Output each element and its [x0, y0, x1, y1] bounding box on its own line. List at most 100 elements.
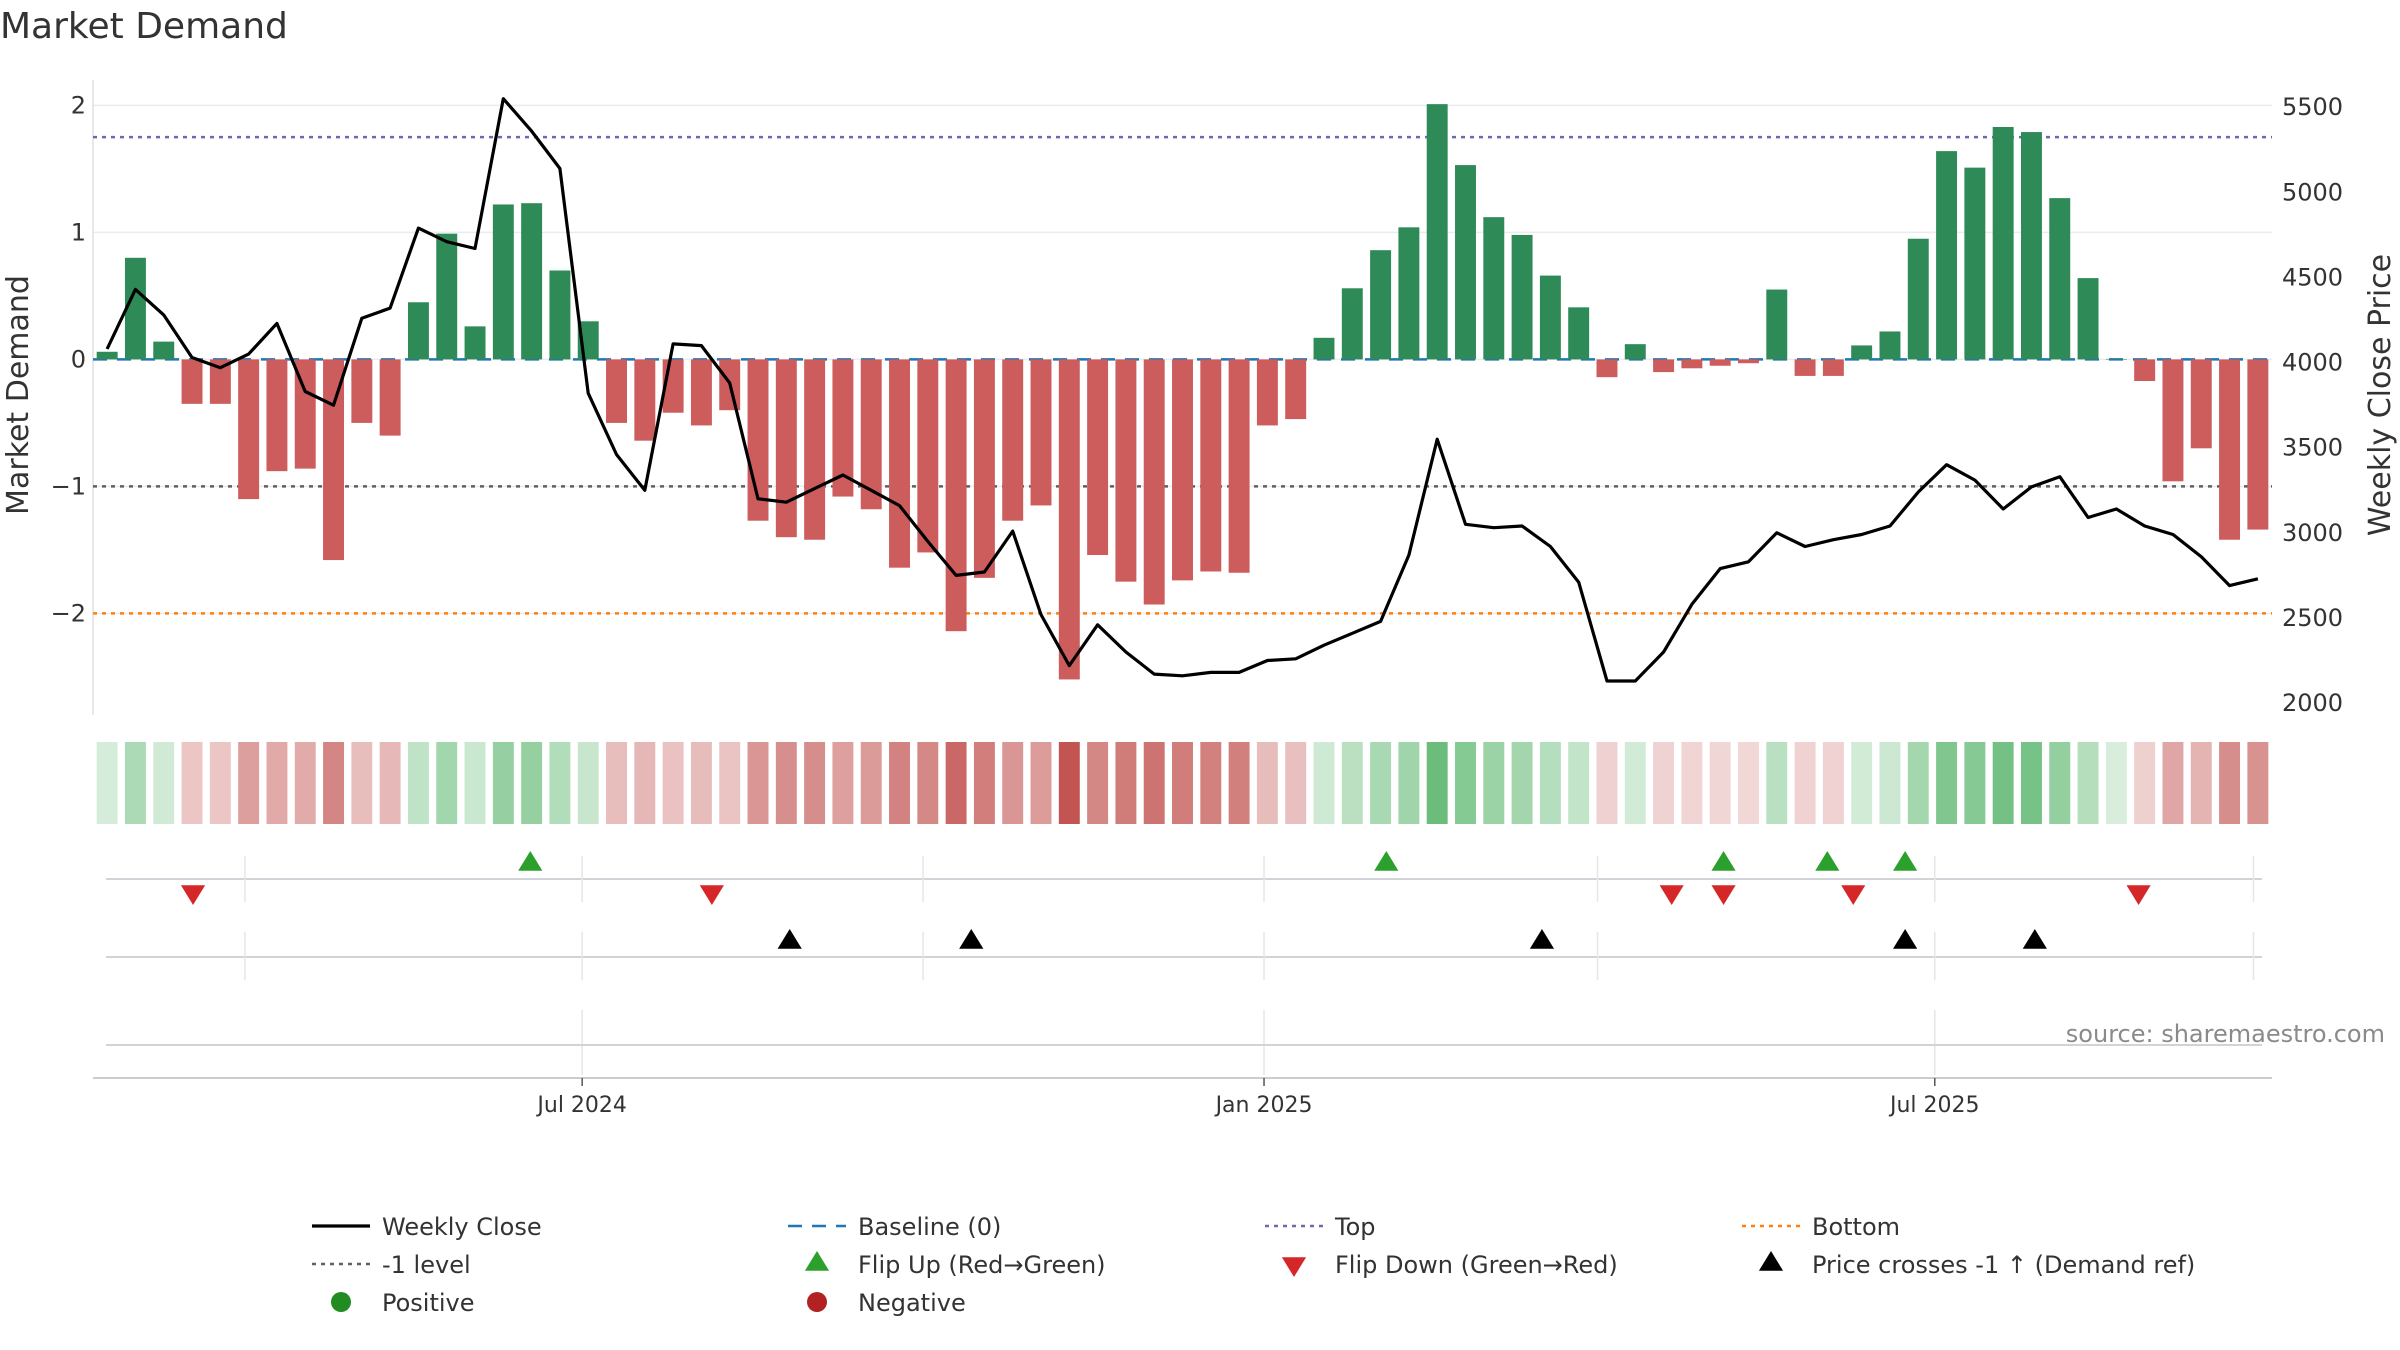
- heat-cell-57: [1709, 742, 1731, 824]
- demand-bar-18: [606, 359, 627, 423]
- demand-heat-strip: [96, 742, 2269, 824]
- legend-label: Flip Up (Red→Green): [858, 1251, 1106, 1279]
- flip-down-marker-0: [180, 885, 206, 905]
- demand-bar-27: [860, 359, 882, 510]
- heat-cell-26: [832, 742, 854, 824]
- demand-bar-74: [2190, 359, 2212, 449]
- heat-cell-43: [1313, 742, 1335, 824]
- flip-down-marker-2: [1659, 885, 1684, 905]
- heat-cell-54: [1624, 742, 1646, 824]
- demand-bar-39: [1200, 359, 1222, 572]
- heat-cell-64: [1907, 742, 1929, 824]
- demand-bar-43: [1313, 337, 1335, 360]
- heat-cell-8: [323, 742, 345, 824]
- demand-bar-76: [2247, 359, 2269, 530]
- demand-bar-30: [945, 359, 967, 632]
- heat-cell-36: [1115, 742, 1137, 824]
- flip-up-marker-0: [518, 851, 543, 871]
- heat-cell-55: [1653, 742, 1675, 824]
- x-axis: Jul 2024 Jan 2025 Jul 2025: [93, 1044, 2272, 1118]
- flip-down-marker-3: [1711, 885, 1736, 905]
- y2-tick-4: 3500: [2282, 434, 2343, 462]
- legend-label: Positive: [382, 1289, 475, 1317]
- demand-bar-24: [775, 359, 797, 538]
- x-tick-2: Jul 2025: [1888, 1093, 1980, 1118]
- demand-bar-67: [1992, 126, 2014, 360]
- heat-cell-28: [889, 742, 910, 824]
- legend-item-5: Flip Up (Red→Green): [804, 1251, 1106, 1279]
- demand-bar-40: [1228, 359, 1250, 573]
- demand-bar-72: [2134, 359, 2156, 381]
- demand-bar-47: [1426, 104, 1448, 360]
- y2-tick-0: 5500: [2282, 93, 2343, 121]
- heat-cell-25: [804, 742, 826, 824]
- heat-cell-63: [1879, 742, 1901, 824]
- demand-bar-45: [1370, 250, 1392, 360]
- heat-cell-48: [1455, 742, 1476, 824]
- legend-label: Bottom: [1812, 1213, 1900, 1241]
- demand-bar-8: [323, 359, 345, 561]
- demand-bar-58: [1738, 359, 1759, 364]
- flip-down-marker-1: [699, 885, 724, 905]
- heat-cell-34: [1058, 742, 1080, 824]
- flip-down-marker-4: [1841, 885, 1866, 905]
- heat-cell-19: [634, 742, 656, 824]
- demand-bar-37: [1143, 359, 1165, 605]
- demand-bar-56: [1681, 359, 1703, 369]
- demand-bar-38: [1172, 359, 1193, 581]
- demand-bar-46: [1398, 227, 1420, 360]
- demand-bar-26: [832, 359, 854, 497]
- heat-cell-23: [747, 742, 769, 824]
- demand-bar-6: [266, 359, 288, 472]
- heat-cell-70: [2077, 742, 2099, 824]
- demand-bar-66: [1964, 167, 1986, 360]
- demand-bar-33: [1030, 359, 1052, 506]
- demand-bar-57: [1709, 359, 1731, 366]
- heat-cell-53: [1596, 742, 1618, 824]
- heat-cell-52: [1568, 742, 1590, 824]
- legend-item-9: Negative: [807, 1289, 966, 1317]
- y-tick-4: −1: [51, 472, 86, 500]
- heat-cell-18: [606, 742, 627, 824]
- heat-cell-1: [124, 742, 146, 824]
- legend-label: Weekly Close: [382, 1213, 542, 1241]
- heat-cell-21: [690, 742, 712, 824]
- heat-cell-67: [1992, 742, 2014, 824]
- x-tick-0: Jul 2024: [535, 1093, 627, 1118]
- heat-cell-4: [209, 742, 231, 824]
- demand-bar-3: [181, 359, 203, 404]
- heat-cell-76: [2247, 742, 2269, 824]
- demand-bar-59: [1766, 289, 1788, 360]
- heat-cell-6: [266, 742, 288, 824]
- flip-markers: [106, 851, 2262, 905]
- left-axis-ticks: 2 1 0 −2 −1: [51, 91, 86, 627]
- heat-cell-71: [2105, 742, 2127, 824]
- heat-cell-0: [96, 742, 118, 824]
- demand-bar-19: [634, 359, 656, 441]
- demand-bar-51: [1539, 275, 1561, 360]
- demand-bar-13: [464, 326, 486, 360]
- demand-bar-48: [1455, 165, 1476, 360]
- heat-cell-69: [2049, 742, 2071, 824]
- heat-cell-39: [1200, 742, 1222, 824]
- demand-bar-50: [1511, 234, 1533, 360]
- y2-tick-7: 2000: [2282, 689, 2343, 717]
- heat-cell-35: [1087, 742, 1109, 824]
- demand-bar-4: [209, 359, 231, 404]
- heat-cell-40: [1228, 742, 1250, 824]
- legend-item-6: Flip Down (Green→Red): [1281, 1251, 1618, 1279]
- demand-bar-64: [1907, 238, 1929, 360]
- y2-tick-3: 4000: [2282, 349, 2343, 377]
- heat-cell-10: [379, 742, 401, 824]
- heat-cell-41: [1256, 742, 1278, 824]
- demand-bar-14: [492, 204, 514, 360]
- heat-cell-74: [2190, 742, 2212, 824]
- demand-bar-41: [1256, 359, 1278, 426]
- demand-bar-5: [238, 359, 260, 500]
- heat-cell-59: [1766, 742, 1788, 824]
- demand-bar-7: [294, 359, 316, 469]
- heat-cell-22: [719, 742, 741, 824]
- heat-cell-45: [1370, 742, 1392, 824]
- demand-bar-0: [96, 351, 118, 360]
- demand-bar-44: [1341, 288, 1363, 360]
